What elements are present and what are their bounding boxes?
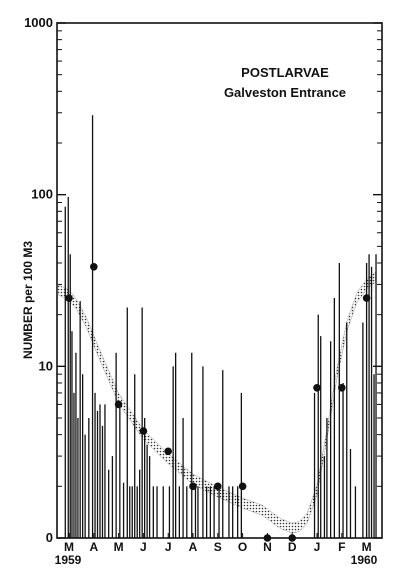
mean-point [338, 383, 346, 392]
month-label: O [238, 540, 247, 554]
mean-point [288, 534, 297, 542]
mean-point [263, 534, 272, 542]
month-label: J [140, 540, 147, 554]
y-tick-label: 10 [39, 358, 53, 373]
sample-value-lines [64, 115, 377, 538]
mean-point [189, 482, 197, 491]
month-label: J [314, 540, 321, 554]
month-label: J [165, 540, 172, 554]
month-label: D [288, 540, 297, 554]
mean-point [238, 482, 247, 491]
mean-point [139, 427, 148, 435]
month-label: M [114, 540, 124, 554]
year-end-label: 1960 [351, 553, 378, 567]
chart-title-block: POSTLARVAE Galveston Entrance [224, 65, 346, 100]
y-tick-label: 0 [46, 530, 53, 545]
year-start-label: 1959 [55, 553, 82, 567]
mean-point [114, 400, 123, 409]
chart-title: POSTLARVAE [241, 65, 329, 80]
mean-point [164, 447, 172, 456]
plot-frame [56, 22, 383, 539]
monthly-mean-points [65, 263, 371, 542]
month-label: A [89, 540, 98, 554]
mean-point [90, 263, 98, 271]
mean-point [362, 294, 371, 302]
month-label: M [362, 540, 372, 554]
month-label: M [64, 540, 74, 554]
y-axis-label: NUMBER per 100 M3 [21, 241, 35, 359]
month-label: N [263, 540, 272, 554]
y-tick-label: 100 [31, 187, 53, 202]
month-label: S [214, 540, 222, 554]
y-axis-ticks: 0 10 100 1000 [24, 15, 382, 545]
month-label: A [189, 540, 198, 554]
y-tick-label: 1000 [24, 15, 53, 30]
month-label: F [338, 540, 345, 554]
mean-point [214, 482, 222, 491]
mean-point [313, 383, 321, 392]
chart-subtitle: Galveston Entrance [224, 85, 346, 100]
mean-point [65, 294, 73, 302]
